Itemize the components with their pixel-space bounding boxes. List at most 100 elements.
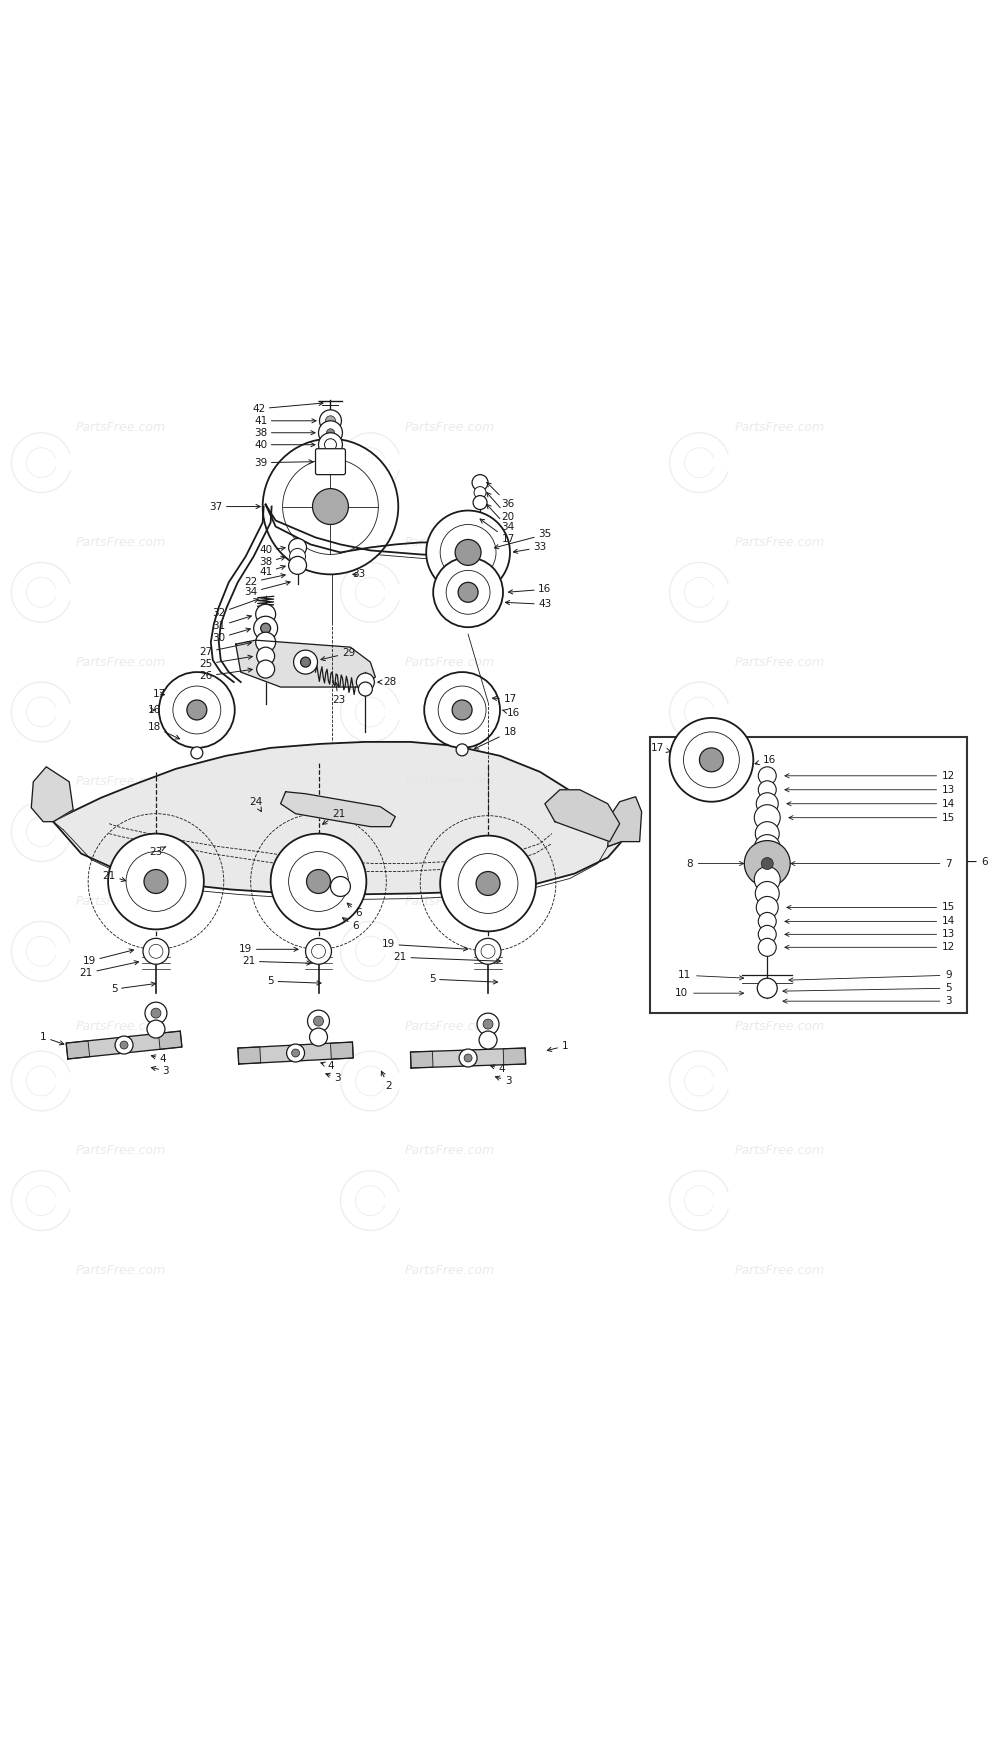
Circle shape: [108, 834, 204, 929]
Circle shape: [120, 1042, 128, 1049]
Text: 16: 16: [755, 755, 776, 765]
Text: 39: 39: [254, 458, 313, 467]
Text: 3: 3: [326, 1074, 341, 1082]
Circle shape: [151, 1008, 161, 1017]
Text: 4: 4: [490, 1065, 505, 1074]
Circle shape: [289, 557, 307, 575]
Circle shape: [149, 945, 163, 959]
Text: PartsFree.com: PartsFree.com: [76, 1019, 166, 1033]
Polygon shape: [238, 1047, 261, 1065]
Text: 18: 18: [474, 726, 517, 749]
Circle shape: [326, 428, 334, 437]
Circle shape: [758, 767, 776, 785]
Circle shape: [356, 673, 374, 691]
Text: 18: 18: [147, 721, 180, 739]
Circle shape: [754, 804, 780, 830]
Circle shape: [758, 938, 776, 956]
Circle shape: [143, 938, 169, 964]
Circle shape: [324, 439, 336, 451]
Text: 6: 6: [343, 919, 359, 931]
Polygon shape: [66, 1031, 182, 1060]
Circle shape: [310, 1028, 327, 1045]
Circle shape: [758, 781, 776, 799]
Text: PartsFree.com: PartsFree.com: [405, 776, 495, 788]
Circle shape: [754, 867, 780, 892]
Circle shape: [477, 1014, 499, 1035]
Circle shape: [319, 432, 342, 457]
Circle shape: [271, 834, 366, 929]
Text: 43: 43: [505, 599, 552, 610]
Circle shape: [144, 869, 168, 894]
Circle shape: [256, 633, 276, 652]
Text: 9: 9: [789, 970, 952, 982]
Text: 10: 10: [675, 989, 744, 998]
Text: PartsFree.com: PartsFree.com: [76, 896, 166, 908]
Circle shape: [755, 822, 779, 846]
Polygon shape: [545, 790, 620, 841]
Circle shape: [325, 416, 335, 427]
Text: 41: 41: [259, 566, 285, 577]
Text: 36: 36: [487, 483, 515, 508]
Text: PartsFree.com: PartsFree.com: [405, 1264, 495, 1276]
Polygon shape: [503, 1047, 526, 1065]
Polygon shape: [281, 792, 395, 827]
Text: 15: 15: [787, 903, 955, 913]
Text: 24: 24: [249, 797, 262, 811]
Circle shape: [456, 744, 468, 756]
Circle shape: [455, 539, 481, 566]
Circle shape: [314, 1015, 323, 1026]
Polygon shape: [411, 1051, 433, 1068]
Circle shape: [761, 857, 773, 869]
Circle shape: [474, 487, 486, 499]
Text: 22: 22: [244, 573, 285, 587]
Text: 38: 38: [254, 428, 315, 437]
Circle shape: [147, 1021, 165, 1038]
Circle shape: [159, 672, 235, 748]
Text: 35: 35: [494, 529, 552, 548]
Circle shape: [257, 659, 275, 679]
Circle shape: [472, 474, 488, 490]
Circle shape: [440, 836, 536, 931]
Text: 33: 33: [513, 543, 547, 554]
Text: PartsFree.com: PartsFree.com: [405, 421, 495, 434]
Text: PartsFree.com: PartsFree.com: [405, 656, 495, 668]
Text: 34: 34: [244, 582, 290, 598]
Text: 13: 13: [785, 929, 955, 940]
Text: 20: 20: [487, 492, 515, 522]
Circle shape: [758, 926, 776, 943]
Circle shape: [358, 682, 372, 696]
Circle shape: [289, 538, 307, 557]
Circle shape: [256, 605, 276, 624]
Text: 3: 3: [151, 1067, 169, 1075]
Text: 29: 29: [321, 649, 355, 661]
Circle shape: [115, 1037, 133, 1054]
Circle shape: [313, 488, 348, 525]
Circle shape: [464, 1054, 472, 1061]
Text: 5: 5: [429, 975, 498, 984]
Text: PartsFree.com: PartsFree.com: [734, 1019, 824, 1033]
Text: 12: 12: [785, 941, 955, 952]
Text: 3: 3: [495, 1075, 511, 1086]
Circle shape: [319, 421, 342, 444]
Polygon shape: [238, 1042, 353, 1065]
Text: 14: 14: [785, 917, 955, 926]
Text: 33: 33: [352, 569, 365, 580]
Circle shape: [263, 439, 398, 575]
Text: 1: 1: [547, 1040, 568, 1051]
Polygon shape: [53, 742, 622, 894]
Circle shape: [254, 617, 278, 640]
Circle shape: [294, 651, 318, 673]
Circle shape: [475, 938, 501, 964]
Text: 28: 28: [378, 677, 397, 688]
Text: PartsFree.com: PartsFree.com: [76, 776, 166, 788]
Text: 40: 40: [254, 439, 315, 450]
Text: PartsFree.com: PartsFree.com: [405, 896, 495, 908]
Circle shape: [473, 495, 487, 510]
Text: 26: 26: [199, 668, 252, 681]
Text: 21: 21: [242, 956, 311, 966]
Text: 5: 5: [267, 977, 321, 986]
Text: 41: 41: [254, 416, 316, 427]
Text: 19: 19: [239, 945, 298, 954]
Text: 5: 5: [783, 984, 952, 993]
Text: 17: 17: [480, 518, 515, 545]
